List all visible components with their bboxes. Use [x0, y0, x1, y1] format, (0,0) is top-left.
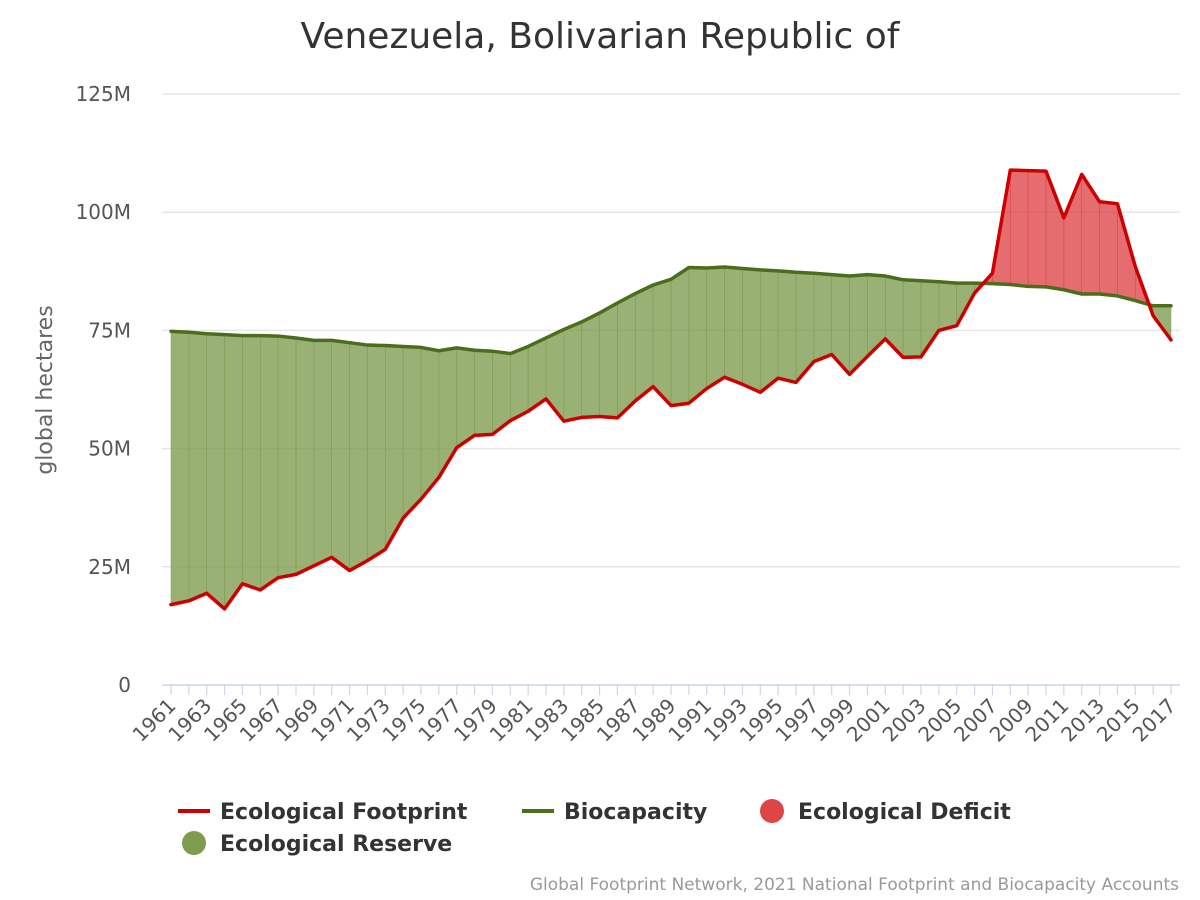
ecological-reserve-area: [884, 275, 904, 359]
legend-item[interactable]: Ecological Footprint: [178, 800, 468, 825]
ecological-deficit-area: [1045, 170, 1065, 291]
legend-label: Biocapacity: [564, 800, 707, 825]
line-layer: [169, 168, 1173, 611]
y-tick-label: 100M: [76, 200, 131, 224]
ecological-reserve-area: [367, 344, 386, 562]
credits-text[interactable]: Global Footprint Network, 2021 National …: [530, 875, 1179, 895]
ecological-footprint-line: [169, 168, 1173, 611]
legend-circle-symbol: [182, 831, 206, 855]
x-axis: 1961196319651967196919711973197519771979…: [128, 684, 1181, 747]
ecological-reserve-area: [295, 337, 315, 575]
ecological-reserve-area: [688, 267, 708, 404]
ecological-reserve-area: [617, 293, 636, 419]
legend-label: Ecological Reserve: [220, 832, 452, 857]
y-tick-label: 0: [118, 673, 131, 697]
ecological-reserve-area: [331, 339, 350, 572]
ecological-reserve-area: [420, 347, 440, 501]
ecological-deficit-area: [1081, 173, 1100, 295]
legend-item[interactable]: Ecological Reserve: [182, 831, 452, 857]
ecological-reserve-area: [259, 335, 279, 591]
ecological-reserve-area: [188, 331, 208, 602]
legend-item[interactable]: Biocapacity: [522, 800, 707, 825]
ecological-reserve-area: [224, 334, 243, 610]
ecological-reserve-area: [456, 347, 475, 449]
legend-item[interactable]: Ecological Deficit: [760, 799, 1011, 825]
ecological-reserve-area: [938, 281, 958, 331]
ecological-reserve-area: [206, 333, 225, 610]
ecological-reserve-area: [402, 346, 422, 519]
ecological-reserve-area: [634, 284, 654, 402]
ecological-reserve-area: [670, 266, 690, 406]
ecological-reserve-area: [777, 270, 797, 383]
ecological-reserve-area: [902, 279, 922, 358]
y-axis-label: global hectares: [33, 305, 58, 474]
ecological-reserve-area: [474, 349, 493, 436]
ecological-reserve-area: [242, 335, 261, 591]
chart-title: Venezuela, Bolivarian Republic of: [301, 16, 901, 57]
ecological-reserve-area: [652, 278, 672, 407]
ecological-reserve-area: [384, 345, 404, 551]
biocapacity-line: [169, 265, 1173, 356]
legend-circle-symbol: [760, 799, 784, 823]
y-tick-label: 75M: [88, 318, 131, 342]
ecological-deficit-area: [1099, 201, 1118, 297]
ecological-reserve-area: [599, 302, 618, 419]
ecological-reserve-area: [581, 312, 600, 418]
legend-label: Ecological Deficit: [798, 800, 1011, 825]
y-tick-label: 125M: [76, 82, 131, 106]
ecological-reserve-area: [724, 266, 743, 385]
ecological-reserve-area: [313, 340, 333, 567]
ecological-reserve-area: [813, 272, 833, 363]
ecological-reserve-area: [759, 269, 779, 393]
ecological-reserve-area: [706, 266, 725, 390]
ecological-reserve-area: [438, 347, 458, 479]
legend-label: Ecological Footprint: [220, 800, 468, 825]
ecological-reserve-area: [563, 321, 583, 422]
y-tick-label: 50M: [88, 437, 131, 461]
ecological-reserve-area: [509, 346, 529, 422]
area-layer: [170, 169, 1172, 610]
ecological-deficit-area: [1009, 169, 1029, 287]
ecological-reserve-area: [742, 268, 761, 393]
y-tick-label: 25M: [88, 555, 131, 579]
ecological-reserve-area: [277, 335, 297, 579]
legend[interactable]: Ecological Footprint Biocapacity Ecologica…: [178, 799, 1011, 857]
ecological-reserve-area: [349, 342, 368, 572]
ecological-deficit-area: [1027, 170, 1047, 288]
ecological-reserve-area: [170, 331, 190, 605]
ecological-reserve-area: [867, 274, 886, 358]
